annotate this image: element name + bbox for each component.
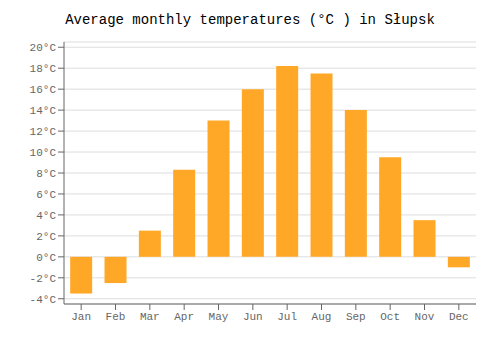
svg-text:10°C: 10°C — [30, 147, 57, 159]
html-text:Average monthly temperatures (: Average monthly temperatures (°C ) in Sł… — [65, 12, 435, 28]
svg-text:8°C: 8°C — [36, 168, 56, 180]
svg-text:20°C: 20°C — [30, 42, 57, 54]
svg-text:0°C: 0°C — [36, 252, 56, 264]
svg-text:Aug: Aug — [312, 311, 332, 323]
svg-text:Mar: Mar — [140, 311, 160, 323]
svg-text:Dec: Dec — [449, 311, 469, 323]
svg-text:4°C: 4°C — [36, 210, 56, 222]
svg-text:14°C: 14°C — [30, 105, 57, 117]
svg-text:May: May — [209, 311, 229, 323]
svg-text:16°C: 16°C — [30, 84, 57, 96]
svg-text:6°C: 6°C — [36, 189, 56, 201]
svg-text:Feb: Feb — [106, 311, 126, 323]
svg-text:Jul: Jul — [277, 311, 297, 323]
svg-text:-2°C: -2°C — [30, 273, 57, 285]
svg-text:12°C: 12°C — [30, 126, 57, 138]
svg-text:Jan: Jan — [71, 311, 91, 323]
svg-text:Oct: Oct — [380, 311, 400, 323]
svg-text:-4°C: -4°C — [30, 294, 57, 306]
svg-text:2°C: 2°C — [36, 231, 56, 243]
svg-text:Nov: Nov — [415, 311, 435, 323]
svg-text:Jun: Jun — [243, 311, 263, 323]
svg-text:Sep: Sep — [346, 311, 366, 323]
svg-text:18°C: 18°C — [30, 63, 57, 75]
svg-text:Apr: Apr — [174, 311, 194, 323]
